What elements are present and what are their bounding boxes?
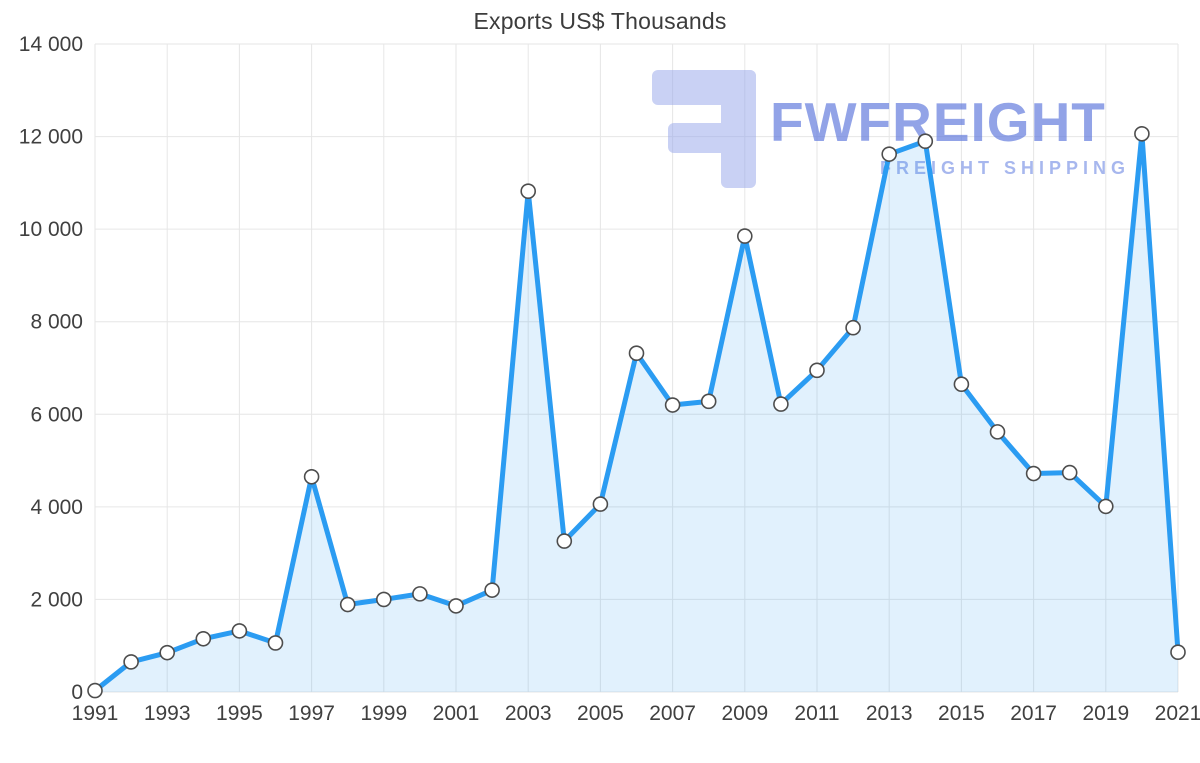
watermark-subtitle-text: FREIGHT SHIPPING [880, 158, 1130, 178]
data-point-marker [1170, 644, 1186, 660]
mirrored-f-logo-icon [652, 70, 756, 188]
x-axis-tick-label: 2021 [1155, 702, 1200, 725]
data-point-marker [664, 397, 681, 413]
y-axis-tick-label: 8 000 [30, 311, 83, 334]
y-axis-tick-label: 6 000 [30, 403, 83, 426]
data-point-marker [628, 345, 645, 361]
data-point-marker [87, 682, 103, 699]
area-fill [95, 133, 1178, 692]
x-axis-tick-label: 2017 [1010, 702, 1057, 725]
x-axis-tick-label: 1991 [72, 702, 119, 725]
data-point-marker [809, 362, 825, 379]
data-point-marker [736, 228, 753, 244]
data-point-marker [1134, 125, 1150, 142]
data-point-marker [773, 396, 789, 412]
y-axis-tick-label: 2 000 [30, 588, 83, 611]
x-axis-tick-label: 2001 [433, 702, 480, 725]
x-axis-tick-label: 1997 [288, 702, 335, 725]
y-axis-tick-label: 12 000 [19, 126, 83, 149]
data-point-marker [123, 654, 139, 670]
data-point-marker [1098, 498, 1114, 515]
watermark-brand-text: FWFREIGHT [770, 91, 1106, 153]
data-point-marker [520, 183, 537, 199]
x-axis-tick-label: 2013 [866, 702, 913, 725]
data-point-marker [448, 598, 464, 614]
data-point-marker [989, 424, 1006, 440]
data-point-marker [917, 133, 934, 149]
data-point-marker [700, 393, 717, 410]
data-point-marker [881, 146, 898, 162]
data-point-marker [375, 591, 392, 608]
data-point-marker [339, 596, 356, 613]
x-axis-tick-label: 2005 [577, 702, 624, 725]
y-axis-tick-label: 14 000 [19, 33, 83, 56]
data-point-marker [231, 623, 248, 639]
x-axis-tick-label: 1999 [360, 702, 407, 725]
data-point-marker [953, 376, 970, 393]
data-point-marker [556, 533, 573, 549]
y-axis-tick-label: 10 000 [19, 218, 83, 241]
data-point-marker [1025, 465, 1042, 482]
watermark: FWFREIGHT FREIGHT SHIPPING [652, 70, 1130, 188]
data-point-marker [484, 582, 500, 598]
x-axis-tick-label: 2003 [505, 702, 552, 725]
data-point-marker [592, 496, 609, 512]
data-point-marker [159, 644, 175, 661]
data-point-marker [267, 635, 284, 651]
x-axis-tick-label: 1995 [216, 702, 263, 725]
data-point-marker [195, 630, 212, 647]
x-axis-tick-label: 2019 [1082, 702, 1129, 725]
y-axis-tick-label: 0 [71, 681, 83, 704]
x-axis-tick-label: 2011 [794, 702, 839, 725]
x-axis-tick-label: 2015 [938, 702, 985, 725]
y-axis-tick-label: 4 000 [30, 496, 83, 519]
data-point-marker [303, 468, 320, 485]
data-point-marker [412, 586, 428, 602]
data-point-marker [1061, 464, 1078, 481]
x-axis-tick-label: 1993 [144, 702, 191, 725]
x-axis-tick-label: 2009 [721, 702, 768, 725]
data-point-marker [845, 319, 861, 336]
chart-title: Exports US$ Thousands [473, 8, 727, 34]
x-axis-tick-label: 2007 [649, 702, 696, 725]
